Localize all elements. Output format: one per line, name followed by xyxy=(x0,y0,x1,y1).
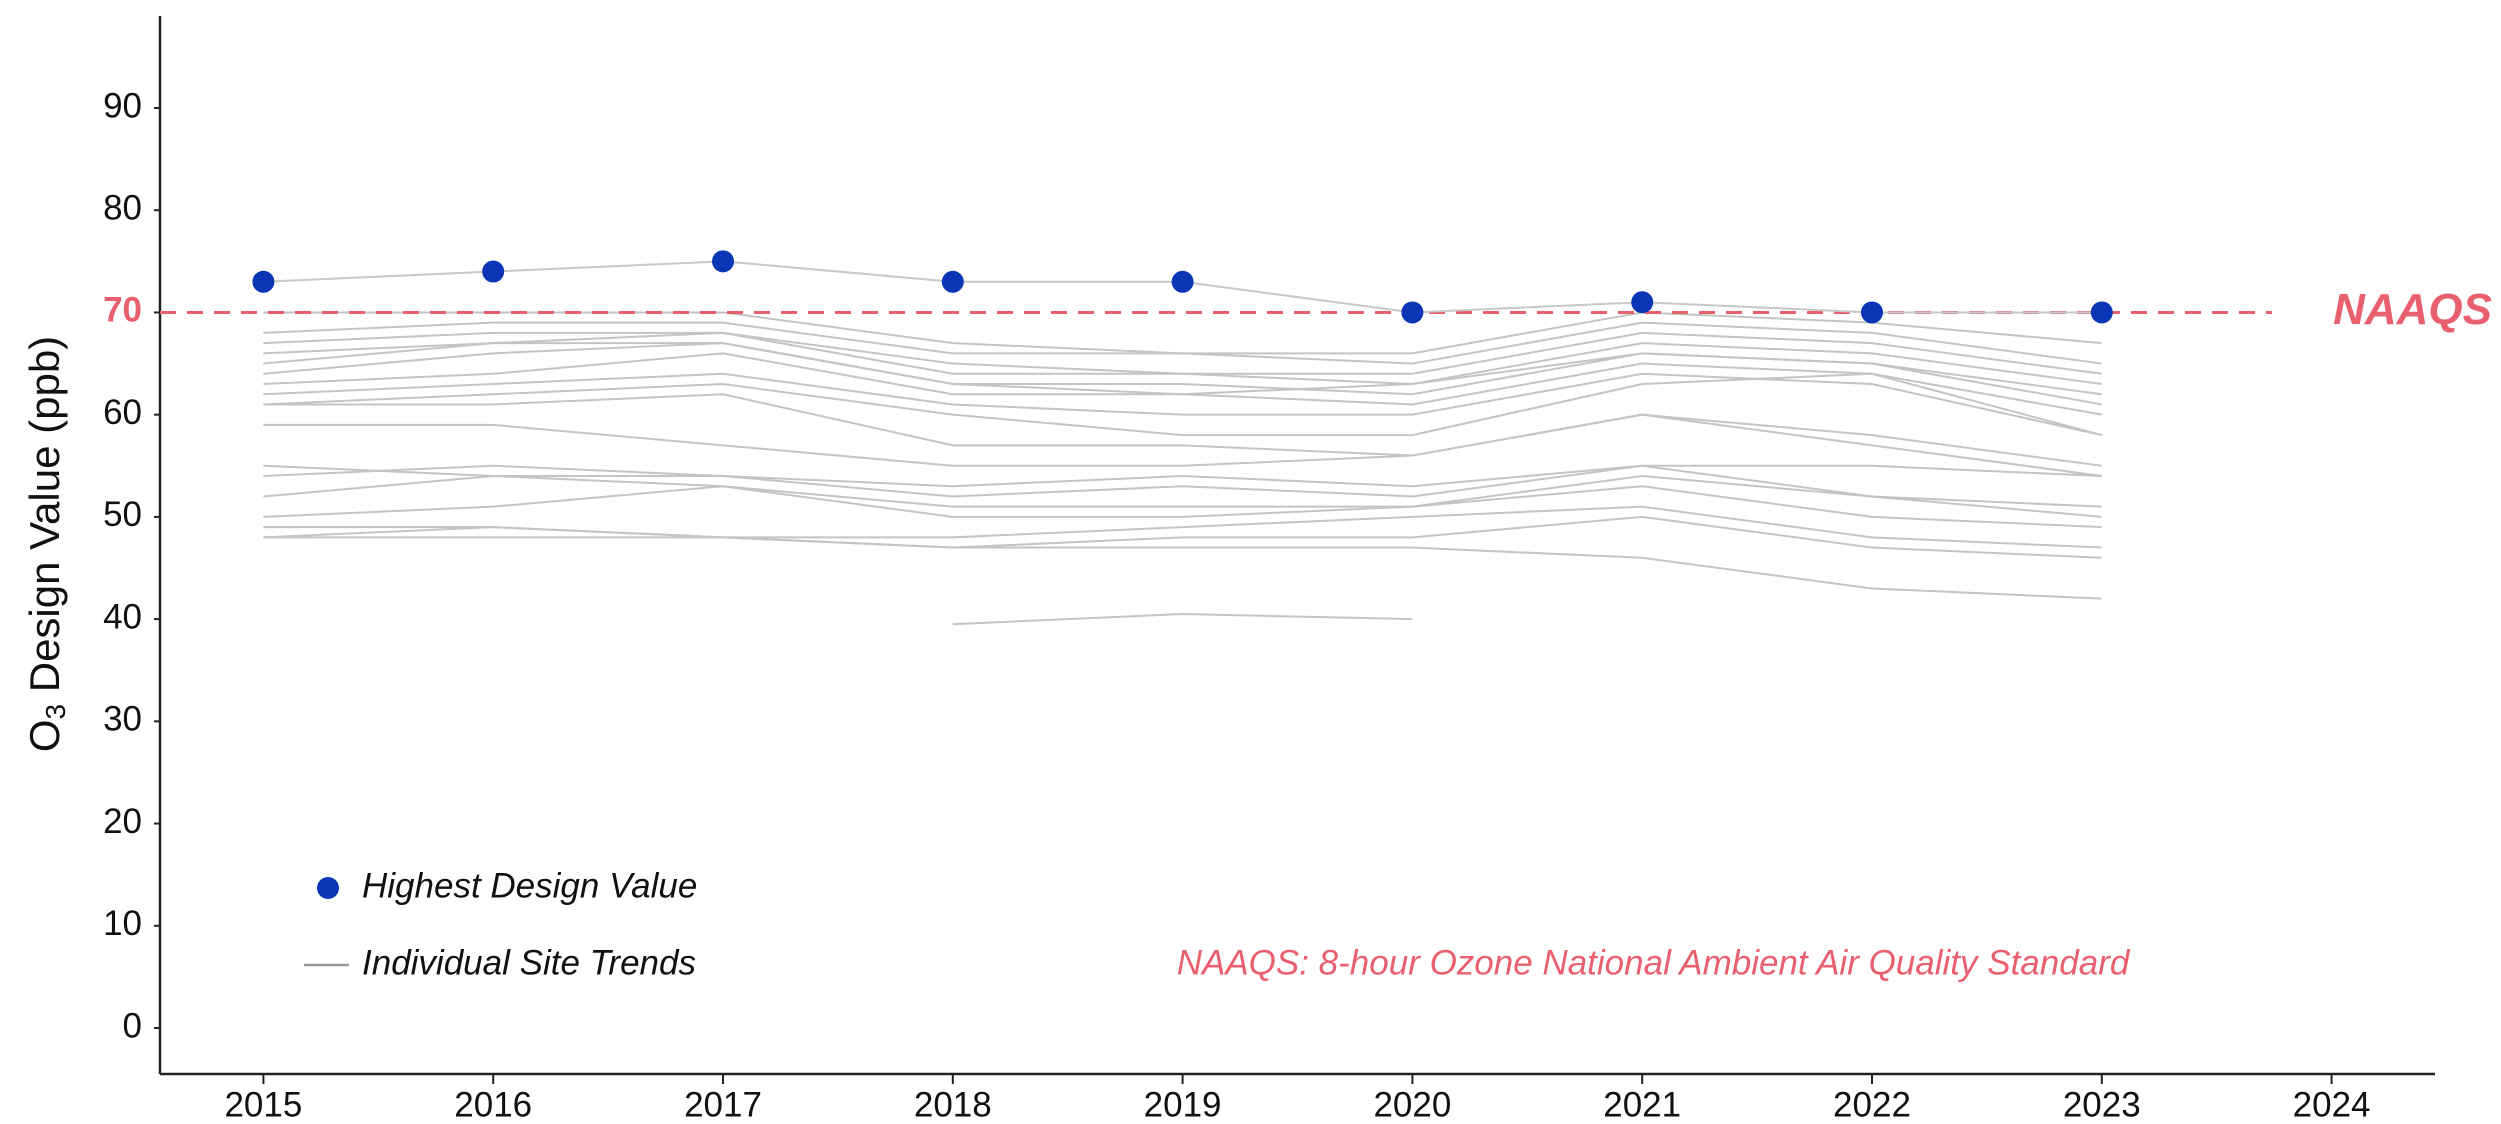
highest-point xyxy=(1631,291,1654,314)
x-tick-label: 2020 xyxy=(1373,1085,1451,1124)
y-tick-label: 20 xyxy=(103,802,142,841)
legend-label: Highest Design Value xyxy=(362,866,697,905)
site-trend-line xyxy=(263,352,2102,416)
y-tick-label: 80 xyxy=(103,188,142,227)
site-trend-line xyxy=(263,372,2103,437)
y-tick-label: 30 xyxy=(103,700,142,739)
site-trend-line xyxy=(263,536,2102,600)
legend-label: Individual Site Trends xyxy=(362,943,696,982)
y-tick-label: 60 xyxy=(103,393,142,432)
site-trend-line xyxy=(263,474,2102,518)
y-axis-label: O3 Design Value (ppb) xyxy=(21,336,71,752)
site-trend-line xyxy=(263,515,2102,559)
note: NAAQS: 8-hour Ozone National Ambient Air… xyxy=(1177,943,2131,982)
y-tick-label: 70 xyxy=(103,291,142,330)
y-label-main: O xyxy=(21,720,68,753)
y-label-sub: 3 xyxy=(40,704,71,720)
y-tick-label: 40 xyxy=(103,597,142,636)
site-trend-line xyxy=(263,393,2102,467)
highest-point xyxy=(2090,301,2113,324)
y-tick-label: 50 xyxy=(103,495,142,534)
x-tick-label: 2023 xyxy=(2063,1085,2141,1124)
x-tick-label: 2021 xyxy=(1603,1085,1681,1124)
site-trend-line xyxy=(263,464,2102,508)
x-tick-label: 2018 xyxy=(914,1085,992,1124)
highest-point xyxy=(482,260,505,283)
x-tick-label: 2015 xyxy=(224,1085,302,1124)
site-trend-line xyxy=(263,372,2103,437)
highest-point xyxy=(252,270,275,293)
y-tick-label: 90 xyxy=(103,86,142,125)
standard-label: NAAQS xyxy=(2333,285,2492,334)
x-tick-label: 2017 xyxy=(684,1085,762,1124)
highest-point xyxy=(1860,301,1883,324)
x-tick-label: 2022 xyxy=(1833,1085,1911,1124)
x-tick-label: 2019 xyxy=(1144,1085,1222,1124)
site-trend-line xyxy=(263,485,2102,529)
highest-point xyxy=(1401,301,1424,324)
site-trend-line xyxy=(952,612,1413,626)
y-label-rest: Design Value (ppb) xyxy=(21,336,68,704)
x-tick-label: 2024 xyxy=(2293,1085,2371,1124)
site-trend-line xyxy=(263,331,2102,386)
highest-point xyxy=(941,270,964,293)
y-tick-label: 0 xyxy=(123,1006,142,1045)
legend-marker xyxy=(317,877,339,899)
x-tick-label: 2016 xyxy=(454,1085,532,1124)
y-tick-label: 10 xyxy=(103,904,142,943)
site-trend-line xyxy=(263,413,2102,477)
site-trend-line xyxy=(263,464,2102,488)
site-trend-line xyxy=(263,321,2102,365)
highest-point xyxy=(712,250,735,273)
highest-point xyxy=(1171,270,1194,293)
